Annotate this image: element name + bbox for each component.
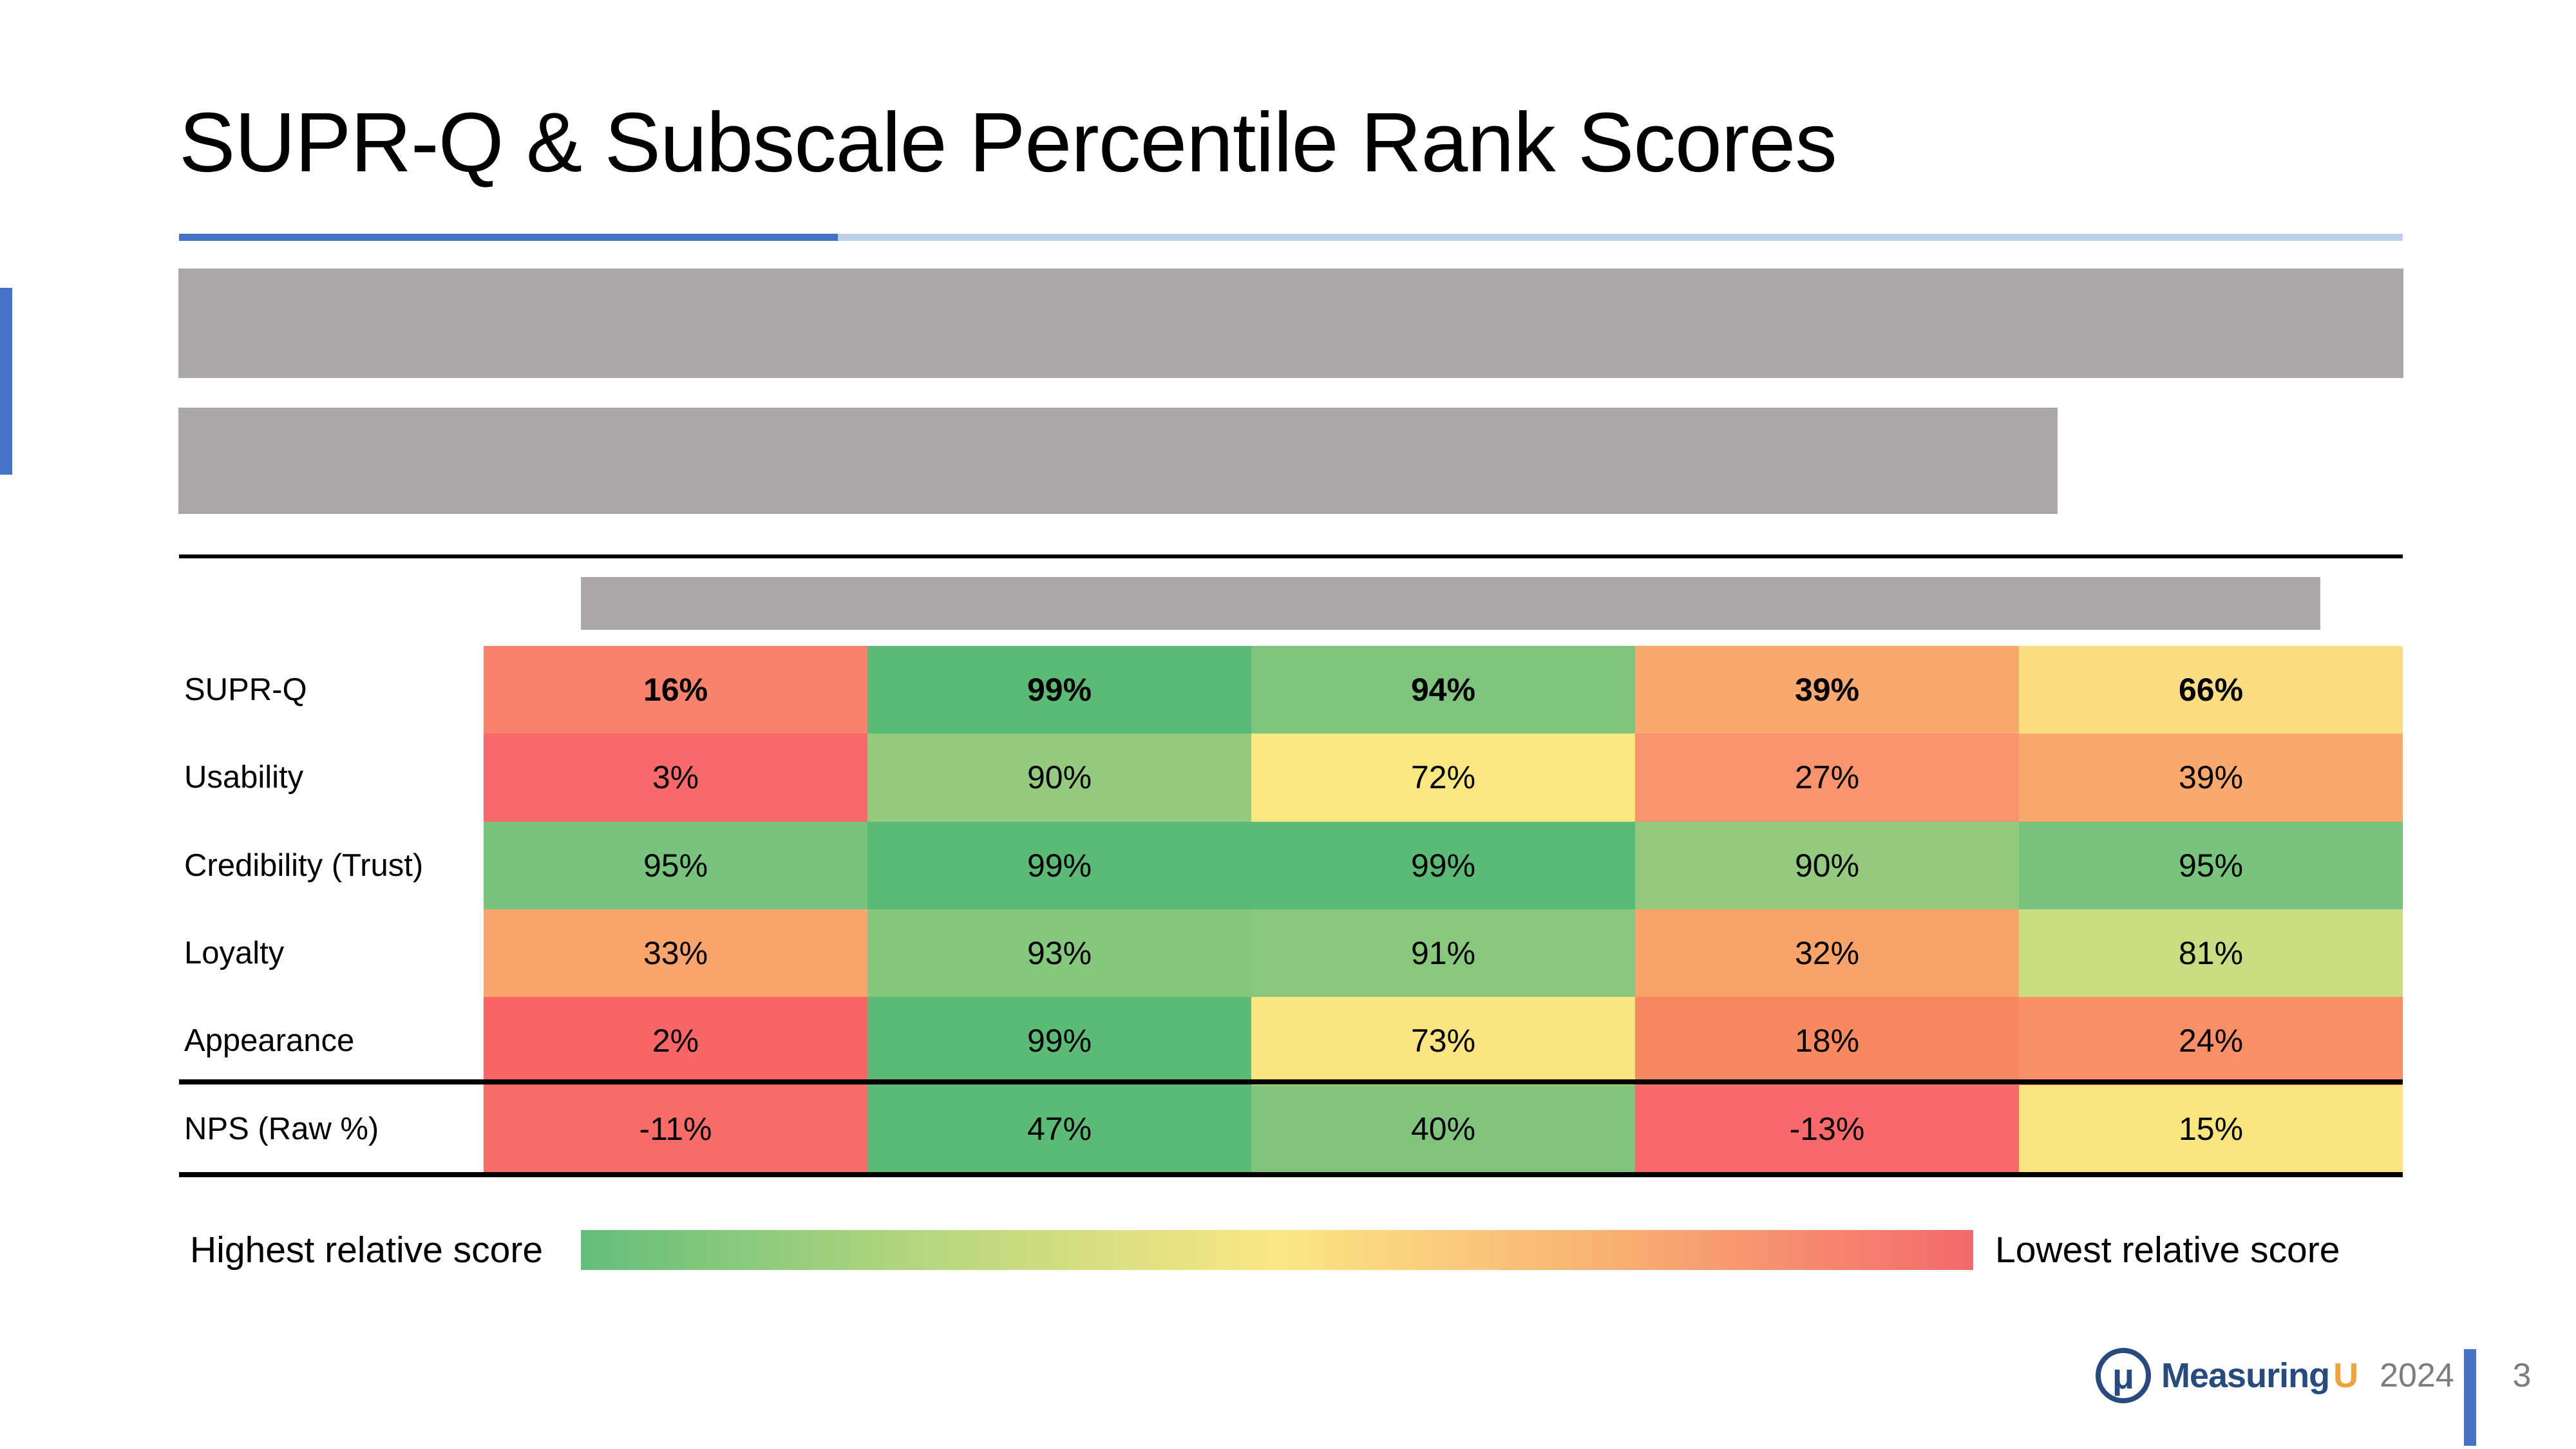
page-number: 3: [2512, 1357, 2532, 1394]
row-label-5: Appearance: [180, 997, 484, 1085]
heatmap-cell: 81%: [2019, 909, 2403, 998]
heatmap-cell: 3%: [484, 734, 867, 822]
heatmap-cell: 40%: [1251, 1084, 1635, 1173]
redacted-text-block-2: [178, 408, 2058, 514]
heatmap-cell: 99%: [867, 997, 1251, 1085]
heatmap-cell: 33%: [484, 909, 867, 998]
table-nps-separator-rule: [179, 1079, 2403, 1084]
heatmap-cell: 47%: [867, 1084, 1251, 1173]
row-label-4: Loyalty: [180, 909, 484, 998]
heatmap-cell: 99%: [1251, 821, 1635, 909]
measuringu-logo-icon: μ: [2096, 1348, 2151, 1403]
left-accent-bar: [0, 288, 12, 475]
heatmap-cell: 90%: [867, 734, 1251, 822]
legend-gradient-bar: [581, 1230, 1973, 1270]
heatmap-cell: 95%: [484, 821, 867, 909]
title-divider-light-segment: [838, 234, 2403, 241]
footer-year: 2024: [2380, 1357, 2454, 1394]
title-divider-dark-segment: [179, 234, 838, 241]
heatmap-cell: 73%: [1251, 997, 1635, 1085]
heatmap-cell: 15%: [2019, 1084, 2403, 1173]
row-label-2: Usability: [180, 734, 484, 822]
heatmap-cell: 24%: [2019, 997, 2403, 1085]
heatmap-cell: 94%: [1251, 646, 1635, 734]
table-bottom-rule: [179, 1172, 2403, 1177]
heatmap-cell: 2%: [484, 997, 867, 1085]
heatmap-cell: 39%: [1635, 646, 2019, 734]
legend-low-label: Lowest relative score: [1995, 1229, 2340, 1271]
heatmap-cell: 39%: [2019, 734, 2403, 822]
redacted-text-block-1: [178, 269, 2403, 378]
slide-title: SUPR-Q & Subscale Percentile Rank Scores: [179, 95, 1837, 189]
heatmap-cell: -11%: [484, 1084, 867, 1173]
row-label-6: NPS (Raw %): [180, 1084, 484, 1173]
redacted-column-header-block: [581, 577, 2320, 630]
heatmap-cell: 99%: [867, 821, 1251, 909]
heatmap-cell: 16%: [484, 646, 867, 734]
heatmap-cell: 66%: [2019, 646, 2403, 734]
heatmap-cell: 93%: [867, 909, 1251, 998]
heatmap-cell: 91%: [1251, 909, 1635, 998]
brand-measuring: Measuring: [2161, 1356, 2330, 1395]
heatmap-cell: 90%: [1635, 821, 2019, 909]
footer-brand: μ Measuring U 2024: [2096, 1348, 2454, 1403]
heatmap-cell: 99%: [867, 646, 1251, 734]
heatmap-cell: -13%: [1635, 1084, 2019, 1173]
heatmap-table: SUPR-Q 16% 99% 94% 39% 66% Usability 3% 90% 72% 27…: [180, 646, 2403, 1173]
title-divider: [179, 234, 2403, 241]
heatmap-cell: 18%: [1635, 997, 2019, 1085]
row-label-3: Credibility (Trust): [180, 821, 484, 909]
brand-name: Measuring U: [2161, 1356, 2358, 1396]
row-label-1: SUPR-Q: [180, 646, 484, 734]
heatmap-cell: 95%: [2019, 821, 2403, 909]
heatmap-cell: 32%: [1635, 909, 2019, 998]
table-top-rule: [179, 554, 2403, 558]
heatmap-cell: 27%: [1635, 734, 2019, 822]
page-number-divider: [2464, 1349, 2476, 1446]
brand-u: U: [2333, 1356, 2358, 1395]
heatmap-cell: 72%: [1251, 734, 1635, 822]
legend-high-label: Highest relative score: [190, 1229, 544, 1271]
